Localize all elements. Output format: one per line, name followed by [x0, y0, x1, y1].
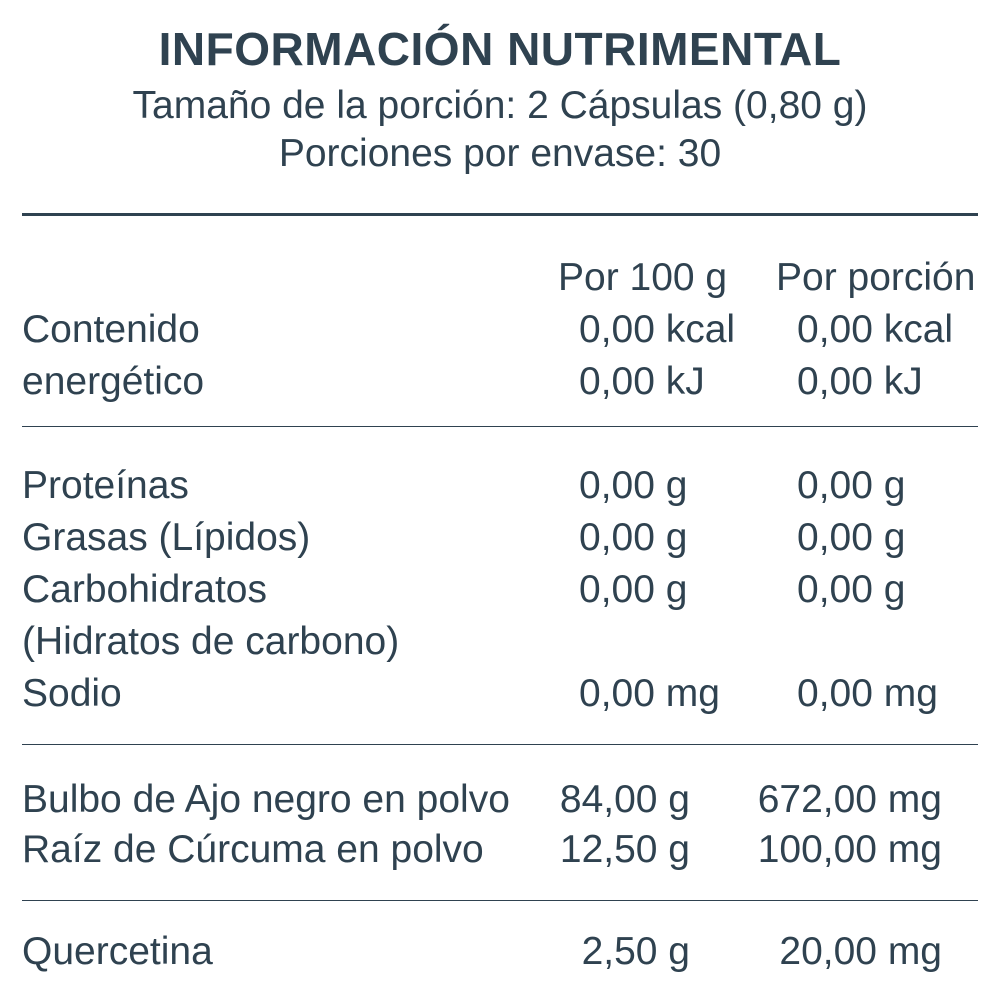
header-divider — [22, 213, 978, 216]
energy-kj-per-100g: 0,00 kJ — [579, 360, 705, 403]
nutrient-label-fats: Grasas (Lípidos) — [22, 516, 311, 559]
extra-quercetin-per-serving: 20,00 mg — [779, 930, 942, 973]
ingredient-turmeric-per-100g: 12,50 g — [559, 828, 690, 871]
energy-kj-per-serving: 0,00 kJ — [797, 360, 923, 403]
section-divider — [22, 426, 978, 427]
nutrient-label-carbohydrates: Carbohidratos — [22, 568, 267, 611]
serving-size: Tamaño de la porción: 2 Cápsulas (0,80 g… — [132, 84, 868, 127]
energy-kcal-per-serving: 0,00 kcal — [797, 308, 954, 351]
nutrient-label-carbohydrates-alt: (Hidratos de carbono) — [22, 620, 400, 663]
energy-label-line1: Contenido — [22, 308, 200, 351]
section-divider — [22, 900, 978, 901]
ingredient-black-garlic-per-100g: 84,00 g — [559, 778, 690, 821]
nutrient-proteins-per-100g: 0,00 g — [579, 464, 688, 507]
nutrient-label-sodium: Sodio — [22, 672, 122, 715]
nutrient-fats-per-100g: 0,00 g — [579, 516, 688, 559]
extra-label-quercetin: Quercetina — [22, 930, 213, 973]
ingredient-black-garlic-per-serving: 672,00 mg — [757, 778, 942, 821]
ingredient-label-turmeric: Raíz de Cúrcuma en polvo — [22, 828, 484, 871]
energy-label-line2: energético — [22, 360, 205, 403]
column-header-per-100g: Por 100 g — [558, 256, 728, 299]
ingredient-turmeric-per-serving: 100,00 mg — [757, 828, 942, 871]
section-divider — [22, 744, 978, 745]
nutrient-carbohydrates-per-100g: 0,00 g — [579, 568, 688, 611]
column-header-per-serving: Por porción — [776, 256, 976, 299]
extra-quercetin-per-100g: 2,50 g — [581, 930, 690, 973]
energy-kcal-per-100g: 0,00 kcal — [579, 308, 736, 351]
nutrient-proteins-per-serving: 0,00 g — [797, 464, 906, 507]
nutrient-carbohydrates-per-serving: 0,00 g — [797, 568, 906, 611]
nutrient-sodium-per-100g: 0,00 mg — [579, 672, 720, 715]
nutrient-sodium-per-serving: 0,00 mg — [797, 672, 938, 715]
nutrient-label-proteins: Proteínas — [22, 464, 189, 507]
ingredient-label-black-garlic: Bulbo de Ajo negro en polvo — [22, 778, 510, 821]
nutrient-fats-per-serving: 0,00 g — [797, 516, 906, 559]
page-title: INFORMACIÓN NUTRIMENTAL — [158, 23, 842, 75]
servings-per-container: Porciones por envase: 30 — [278, 132, 722, 175]
